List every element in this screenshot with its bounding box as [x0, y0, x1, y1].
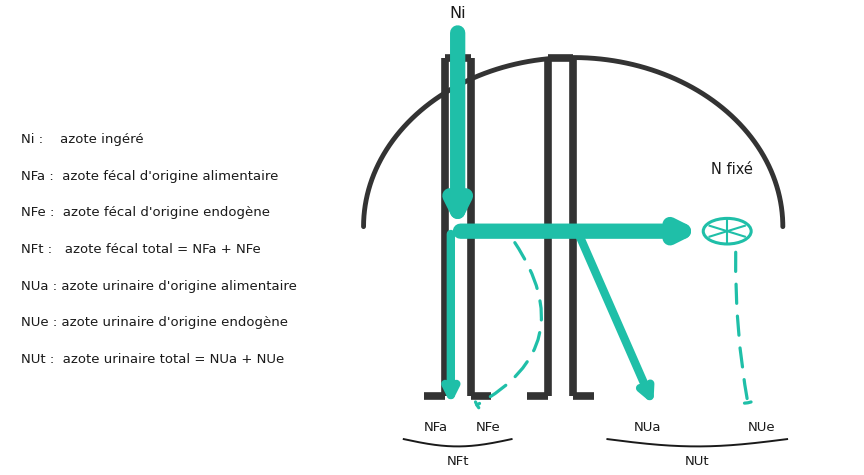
- Text: NFe :  azote fécal d'origine endogène: NFe : azote fécal d'origine endogène: [22, 207, 270, 219]
- Text: Ni: Ni: [449, 6, 466, 21]
- Text: NFa :  azote fécal d'origine alimentaire: NFa : azote fécal d'origine alimentaire: [22, 170, 279, 183]
- Text: NFt: NFt: [447, 455, 469, 468]
- Text: NFa: NFa: [423, 421, 448, 434]
- Text: NUe : azote urinaire d'origine endogène: NUe : azote urinaire d'origine endogène: [22, 316, 289, 329]
- Text: N fixé: N fixé: [710, 162, 753, 177]
- FancyArrowPatch shape: [735, 252, 751, 403]
- Text: NUa: NUa: [634, 421, 661, 434]
- Text: NFe: NFe: [476, 421, 501, 434]
- Text: NUt: NUt: [685, 455, 709, 468]
- Text: Ni :    azote ingéré: Ni : azote ingéré: [22, 133, 144, 146]
- FancyArrowPatch shape: [475, 243, 542, 408]
- Text: NFt :   azote fécal total = NFa + NFe: NFt : azote fécal total = NFa + NFe: [22, 243, 261, 256]
- Text: NUt :  azote urinaire total = NUa + NUe: NUt : azote urinaire total = NUa + NUe: [22, 352, 284, 366]
- Text: NUe: NUe: [747, 421, 775, 434]
- Text: NUa : azote urinaire d'origine alimentaire: NUa : azote urinaire d'origine alimentai…: [22, 279, 297, 293]
